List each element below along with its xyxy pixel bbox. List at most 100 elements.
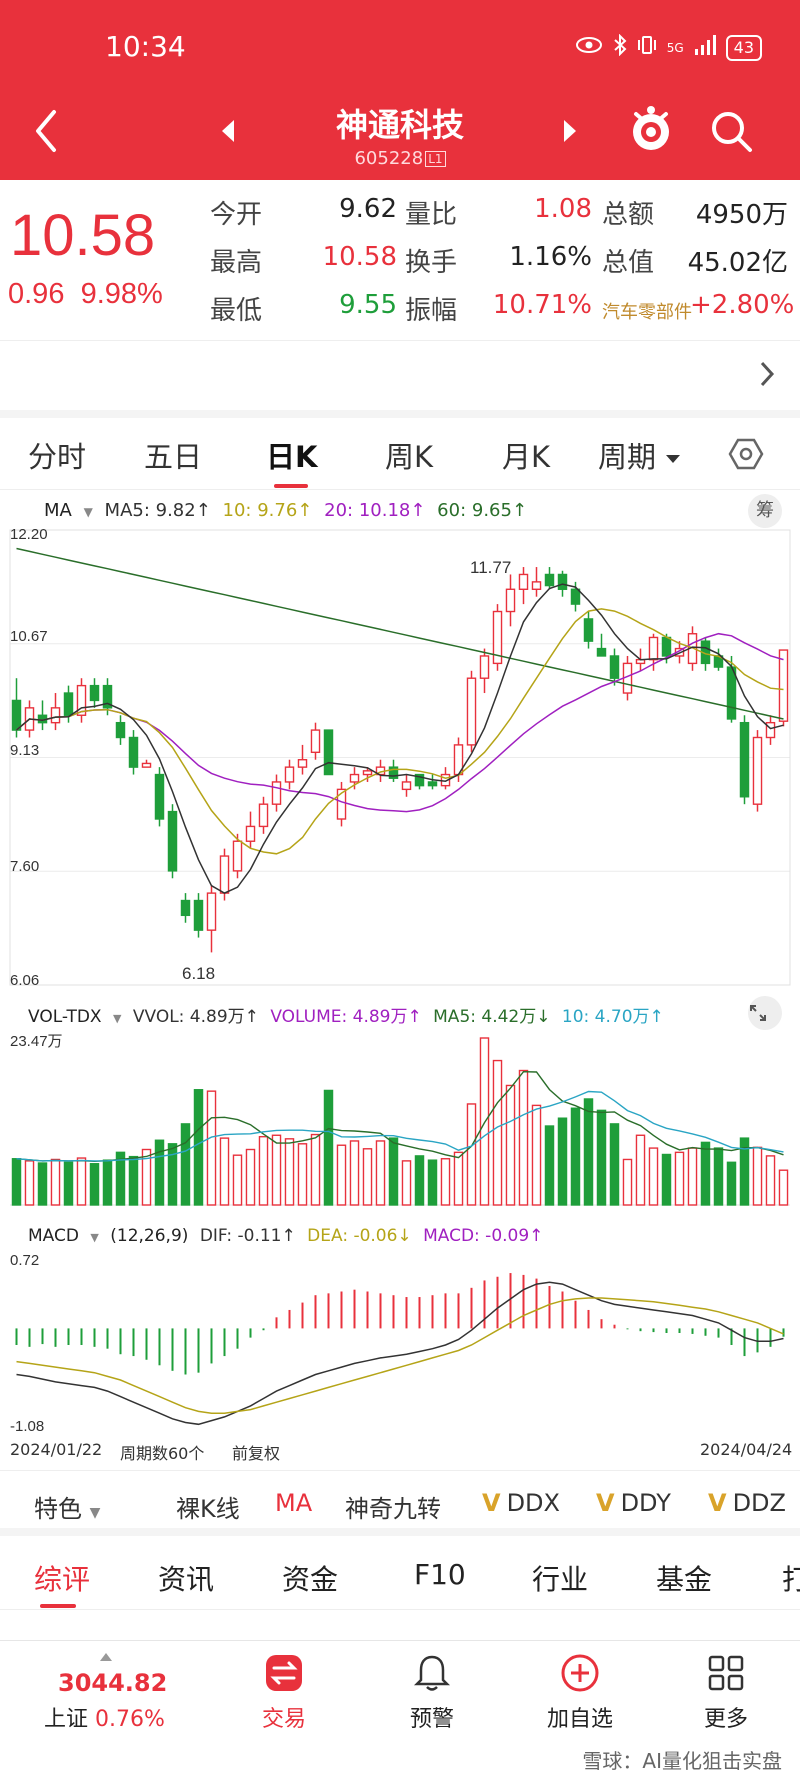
tab-five-day[interactable]: 五日	[144, 440, 203, 474]
volume-top-tick: 23.47万	[10, 1033, 63, 1050]
price-tick-4: 7.60	[10, 858, 40, 875]
tab-overview[interactable]: 综评	[34, 1563, 91, 1596]
nav-add-watchlist[interactable]: 加自选	[530, 1653, 630, 1733]
special-indicator-menu[interactable]: 特色 ▼	[34, 1489, 100, 1524]
volume-legend[interactable]: VOL-TDX ▼ VVOL: 4.89万↑ VOLUME: 4.89万↑ MA…	[28, 1002, 670, 1027]
volume-bar	[570, 1107, 581, 1206]
volume-ma10-line	[16, 1090, 784, 1162]
indicator-magic-nine[interactable]: 神奇九转	[345, 1495, 441, 1523]
bluetooth-icon	[613, 33, 627, 61]
adjust-mode: 前复权	[232, 1444, 281, 1463]
indicator-ddx[interactable]: V DDX	[482, 1489, 560, 1517]
volume-bar	[739, 1137, 750, 1206]
candle-body	[271, 781, 282, 805]
volume-bar	[388, 1137, 399, 1206]
watermark-text: 雪球：AI量化狙击实盘	[582, 1749, 782, 1773]
index-summary[interactable]: 上证 0.76%	[44, 1701, 165, 1733]
chip-distribution-button[interactable]: 筹	[748, 494, 782, 528]
sector-link[interactable]: 汽车零部件	[602, 302, 692, 323]
candle-body	[583, 618, 594, 642]
volume-bar	[778, 1169, 789, 1206]
end-date: 2024/04/24	[700, 1440, 793, 1459]
signal-5g-icon: 5G	[666, 40, 684, 55]
change-amount: 0.96	[8, 278, 65, 310]
price-tick-3: 9.13	[10, 742, 40, 759]
candle-body	[401, 781, 412, 791]
candle-body	[349, 773, 360, 783]
prev-stock-button[interactable]	[218, 118, 238, 144]
volume-bar	[427, 1159, 438, 1206]
tab-weekly-k[interactable]: 周K	[385, 440, 434, 474]
candle-body	[505, 588, 516, 613]
tab-fund[interactable]: 基金	[656, 1563, 713, 1596]
volume-bar	[440, 1158, 451, 1206]
tab-daily-k[interactable]: 日K	[266, 440, 318, 474]
ma60-line	[16, 547, 784, 720]
search-icon[interactable]	[708, 108, 754, 154]
macd-bottom-tick: -1.08	[10, 1418, 45, 1435]
volume-bar	[752, 1146, 763, 1206]
tab-period[interactable]: 周期	[598, 434, 681, 476]
expand-icon[interactable]	[748, 996, 782, 1030]
candle-body	[219, 855, 230, 894]
dropdown-triangle-icon: ▼	[83, 505, 93, 519]
next-stock-button[interactable]	[560, 118, 580, 144]
volume-bar	[76, 1157, 87, 1206]
nav-trade[interactable]: 交易	[234, 1653, 334, 1733]
nav-more[interactable]: 更多	[676, 1653, 776, 1733]
hexagon-settings-icon[interactable]	[728, 436, 764, 472]
back-button[interactable]	[26, 106, 66, 156]
indicator-bar: 特色 ▼ 裸K线 MA 神奇九转 V DDX V DDY V DDZ	[0, 1470, 800, 1536]
high-value: 10.58	[322, 242, 397, 272]
tab-monthly-k[interactable]: 月K	[502, 440, 551, 474]
tab-capital[interactable]: 资金	[282, 1563, 339, 1596]
candle-body	[544, 573, 555, 587]
vibrate-icon	[637, 34, 657, 61]
period-count: 周期数60个	[120, 1444, 205, 1463]
candle-body	[245, 825, 256, 842]
candle-body	[336, 788, 347, 820]
turnover-amount-value: 4950万	[695, 200, 788, 230]
indicator-ma[interactable]: MA	[275, 1489, 313, 1517]
mascot-icon[interactable]	[628, 104, 674, 154]
tab-f10[interactable]: F10	[414, 1558, 466, 1591]
nav-alert[interactable]: 预警	[382, 1653, 482, 1733]
kline-chart[interactable]: MA ▼ MA5: 9.82↑ 10: 9.76↑ 20: 10.18↑ 60:…	[0, 490, 800, 1470]
tab-intraday[interactable]: 分时	[28, 440, 87, 474]
candle-body	[128, 736, 139, 768]
indicator-ddy[interactable]: V DDY	[596, 1489, 671, 1517]
tab-news[interactable]: 资讯	[158, 1563, 215, 1596]
active-subtab-indicator	[40, 1604, 76, 1608]
volume-ma5-line	[16, 1070, 784, 1163]
tab-industry[interactable]: 行业	[532, 1563, 589, 1596]
volume-bar	[687, 1147, 698, 1206]
kline-chart-canvas[interactable]	[0, 490, 800, 1470]
volume-bar	[115, 1151, 126, 1206]
nav-alert-label: 预警	[409, 1707, 454, 1732]
signal-bars-icon	[694, 35, 716, 60]
index-value[interactable]: 3044.82	[58, 1669, 168, 1697]
volume-bar	[193, 1089, 204, 1206]
indicator-ddz[interactable]: V DDZ	[708, 1489, 786, 1517]
volume-bar	[544, 1125, 555, 1206]
volume-bar	[596, 1109, 607, 1206]
volume-bar	[310, 1133, 321, 1206]
turnover-rate-value: 1.16%	[509, 242, 592, 272]
nav-add-watchlist-label: 加自选	[546, 1707, 613, 1732]
volume-bar	[518, 1069, 529, 1206]
volume-bar	[635, 1134, 646, 1206]
tab-more-partial[interactable]: 打	[782, 1563, 800, 1596]
quote-expand-row[interactable]	[0, 340, 800, 406]
indicator-ddx-label: DDX	[506, 1489, 560, 1517]
ma-legend[interactable]: MA ▼ MA5: 9.82↑ 10: 9.76↑ 20: 10.18↑ 60:…	[44, 500, 533, 521]
ma5-line	[16, 583, 784, 894]
volume-bar	[362, 1148, 373, 1206]
indicator-naked-k[interactable]: 裸K线	[176, 1495, 240, 1523]
candle-body	[596, 647, 607, 657]
candle-body	[154, 773, 165, 820]
volume-bar	[466, 1103, 477, 1206]
macd-legend[interactable]: MACD ▼ (12,26,9) DIF: -0.11↑ DEA: -0.06↓…	[28, 1226, 549, 1246]
battery-icon: 43	[725, 34, 762, 61]
status-icons: 5G 43	[575, 33, 762, 61]
trade-icon	[266, 1655, 302, 1691]
